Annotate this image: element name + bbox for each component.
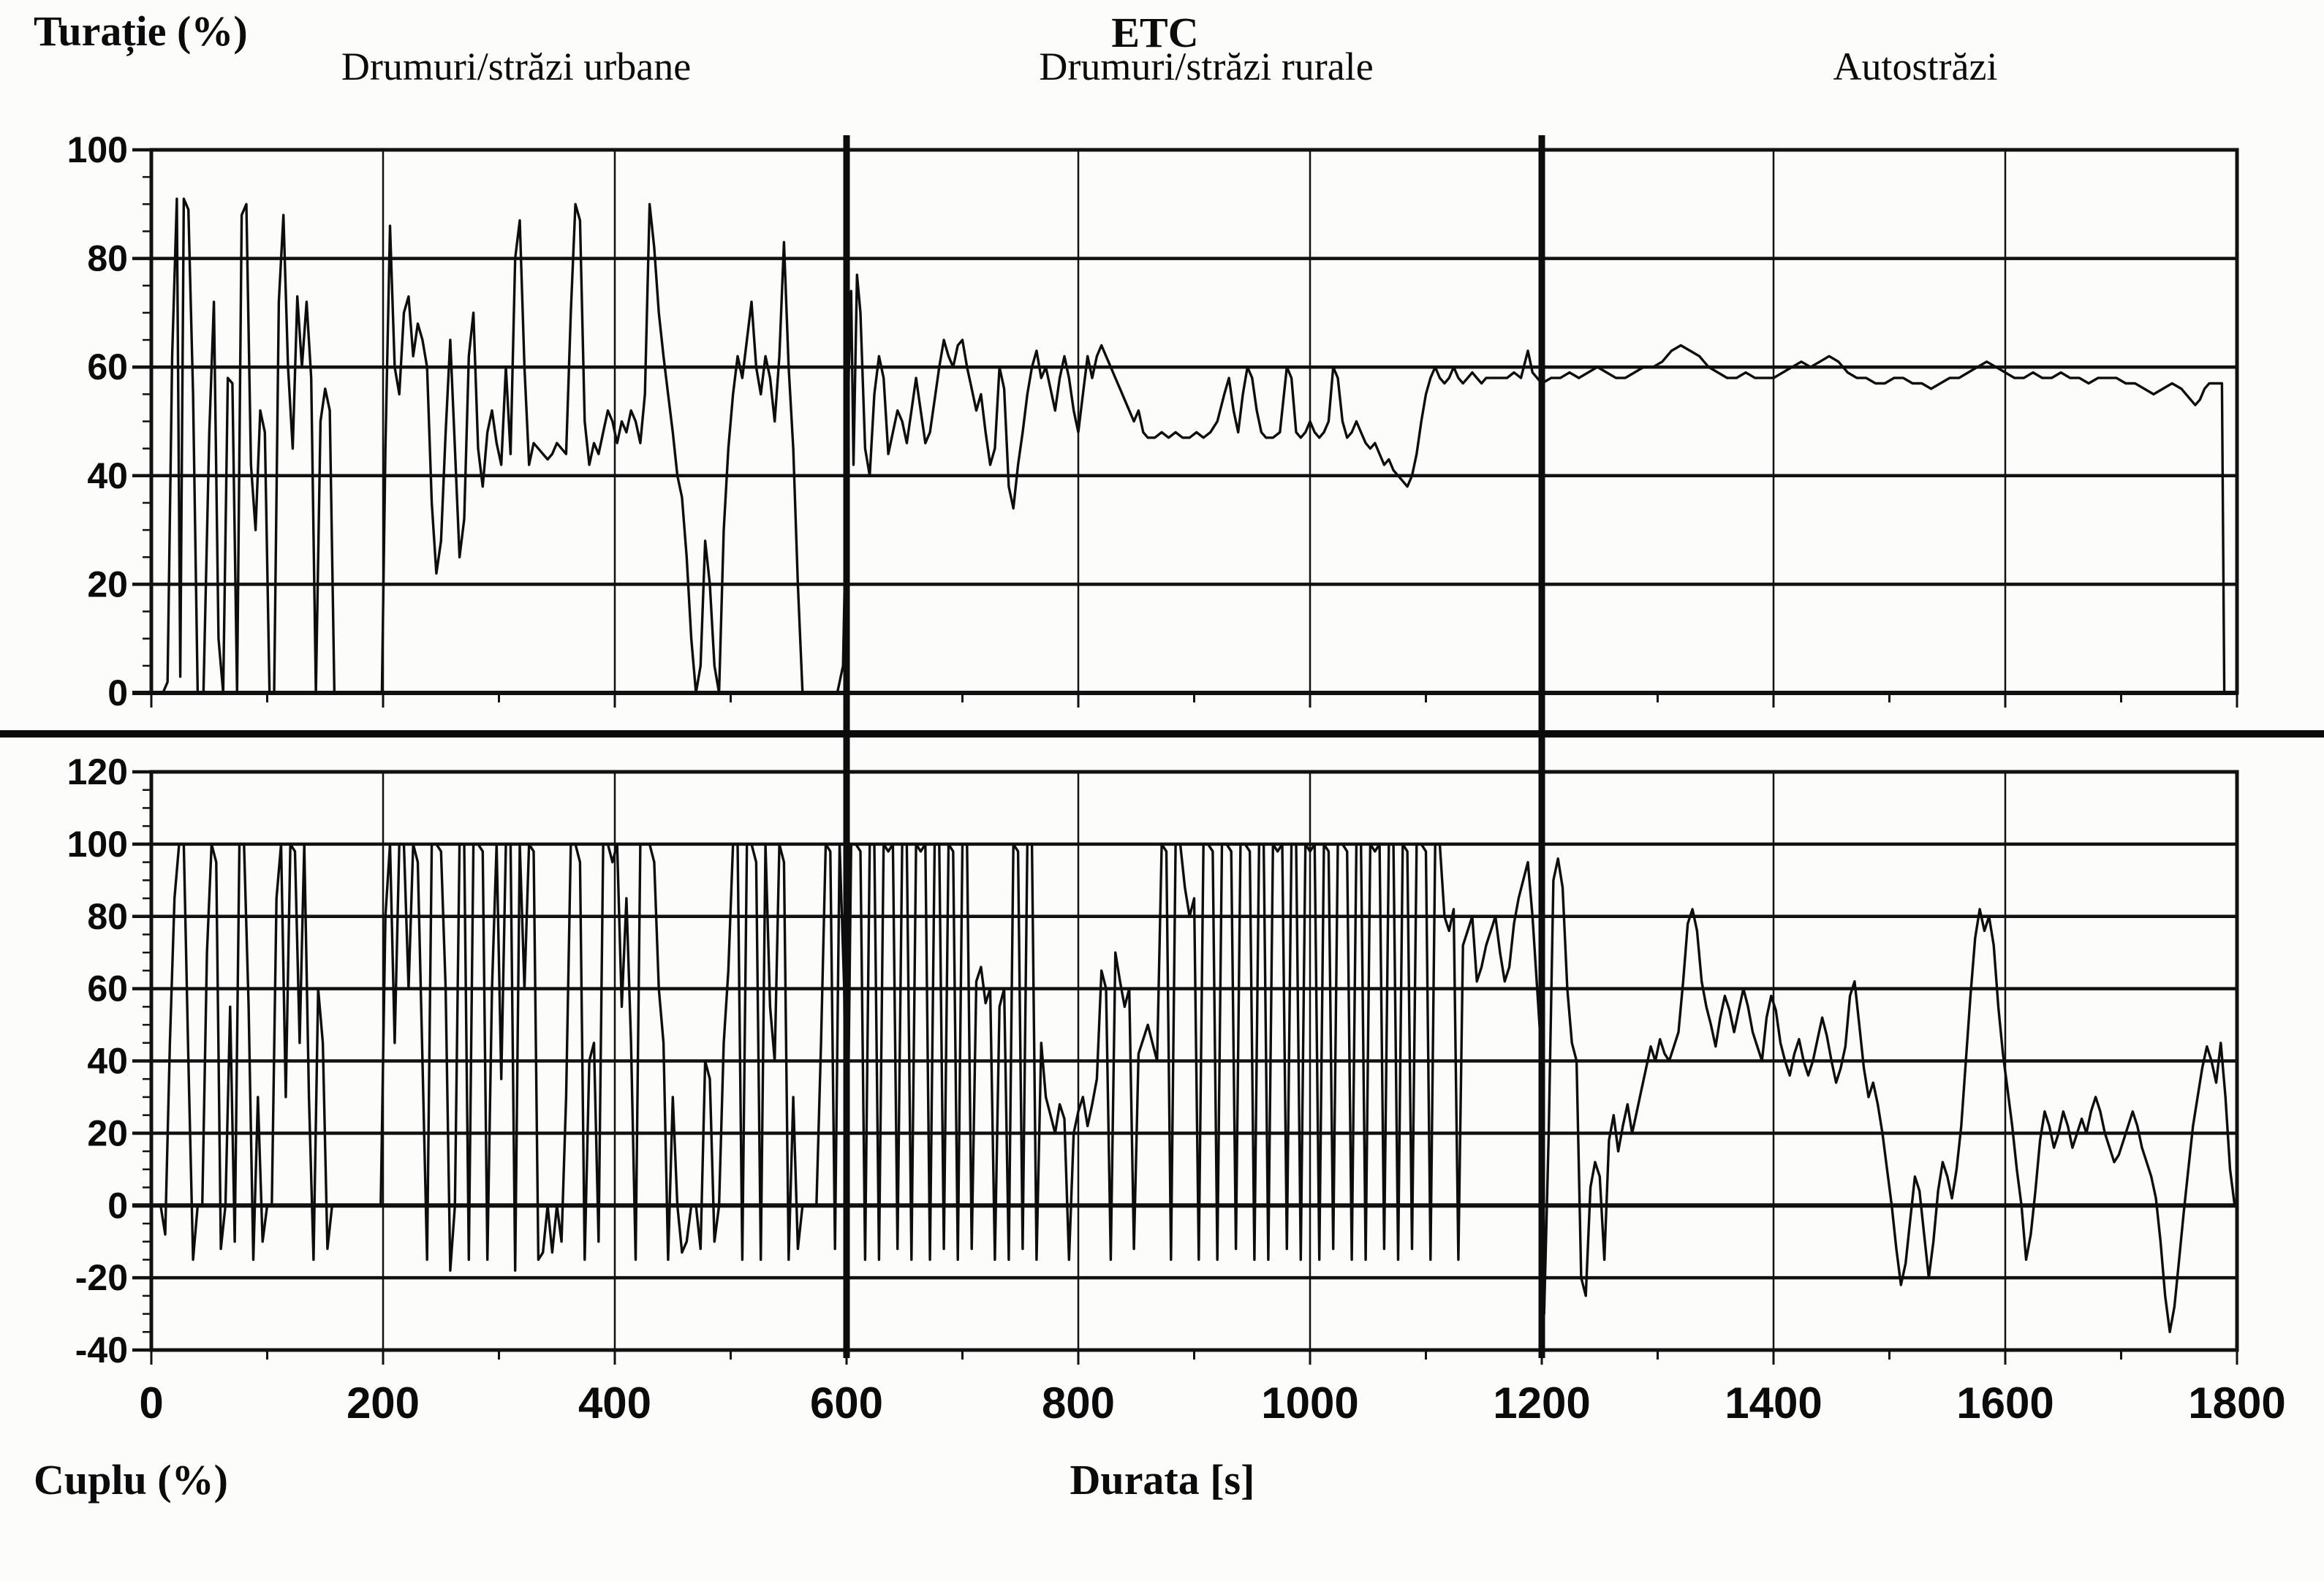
y-tick-label: 100 xyxy=(67,129,128,170)
section-label-urban: Drumuri/străzi urbane xyxy=(341,45,692,88)
phase-divider-lines xyxy=(843,737,1545,1358)
cuplu-trace xyxy=(150,843,2236,1334)
x-tick-label: 800 xyxy=(1042,1379,1115,1428)
x-tick-label: 1200 xyxy=(1493,1379,1590,1428)
plot-frame xyxy=(149,148,2239,695)
y-tick-label: 20 xyxy=(87,1112,128,1153)
top-chart-y-axis-label: Turație (%) xyxy=(34,7,248,55)
x-axis-label: Durata [s] xyxy=(1070,1456,1255,1504)
y-tick-label: 100 xyxy=(67,824,128,865)
plot-frame xyxy=(149,770,2239,1352)
tick-labels: 0 20 40 60 80 100 xyxy=(67,129,128,713)
y-tick-label: 0 xyxy=(107,1185,128,1226)
axis-ticks xyxy=(143,175,2238,708)
x-tick-label: 0 xyxy=(139,1379,163,1428)
x-tick-label: 1400 xyxy=(1725,1379,1822,1428)
phase-divider-lines xyxy=(843,135,1545,732)
x-tick-label: 1000 xyxy=(1261,1379,1358,1428)
y-tick-label: 120 xyxy=(67,751,128,792)
figure-title: ETC xyxy=(1111,9,1199,56)
chart-separator-line xyxy=(0,730,2324,738)
x-tick-label: 1600 xyxy=(1956,1379,2054,1428)
x-tick-label: 200 xyxy=(347,1379,420,1428)
y-tick-label: 0 xyxy=(107,672,128,713)
x-tick-label: 600 xyxy=(810,1379,883,1428)
section-label-motorway: Autostrăzi xyxy=(1833,45,1998,88)
y-tick-label: 60 xyxy=(87,346,128,387)
y-tick-label: 20 xyxy=(87,564,128,604)
x-tick-label: 400 xyxy=(578,1379,651,1428)
y-tick-label: 80 xyxy=(87,896,128,937)
y-tick-label: -20 xyxy=(75,1257,128,1298)
y-tick-label: 80 xyxy=(87,238,128,279)
speed-chart: 0 20 40 60 80 100 xyxy=(67,129,2239,732)
section-label-rural: Drumuri/străzi rurale xyxy=(1039,45,1374,88)
bottom-chart-y-axis-label: Cuplu (%) xyxy=(34,1456,228,1504)
y-tick-label: 40 xyxy=(87,455,128,496)
y-tick-label: -40 xyxy=(75,1330,128,1370)
x-tick-label: 1800 xyxy=(2188,1379,2285,1428)
y-tick-label: 60 xyxy=(87,968,128,1009)
y-tick-label: 40 xyxy=(87,1041,128,1082)
grid xyxy=(132,148,2238,695)
turatie-trace xyxy=(150,197,2238,694)
